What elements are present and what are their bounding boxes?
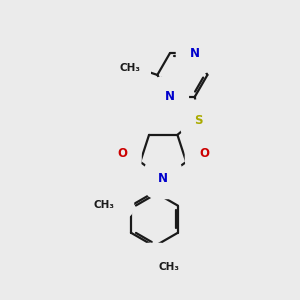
Text: N: N — [158, 172, 168, 185]
Text: O: O — [118, 146, 128, 160]
Text: CH₃: CH₃ — [120, 63, 141, 73]
Text: O: O — [110, 192, 120, 205]
Text: CH₃: CH₃ — [94, 200, 115, 210]
Text: S: S — [194, 114, 203, 127]
Text: N: N — [190, 47, 200, 60]
Text: N: N — [165, 90, 175, 103]
Text: CH₃: CH₃ — [158, 262, 179, 272]
Text: O: O — [199, 146, 209, 160]
Text: O: O — [149, 257, 159, 270]
